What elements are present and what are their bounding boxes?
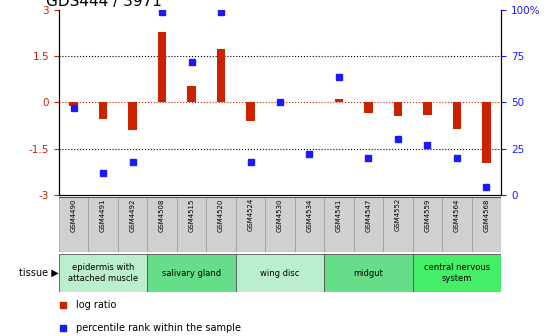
Bar bbox=[482, 102, 491, 163]
Bar bbox=[206, 197, 236, 252]
Text: GSM4515: GSM4515 bbox=[189, 198, 194, 232]
Text: GSM4530: GSM4530 bbox=[277, 198, 283, 232]
Bar bbox=[59, 254, 147, 292]
Bar bbox=[157, 32, 166, 102]
Text: GSM4492: GSM4492 bbox=[129, 198, 136, 232]
Text: GSM4534: GSM4534 bbox=[306, 198, 312, 232]
Bar bbox=[246, 102, 255, 121]
Bar bbox=[413, 254, 501, 292]
Text: GSM4490: GSM4490 bbox=[71, 198, 77, 232]
Bar bbox=[334, 99, 343, 102]
Bar bbox=[69, 102, 78, 106]
Bar bbox=[88, 197, 118, 252]
Text: midgut: midgut bbox=[353, 268, 384, 278]
Bar bbox=[383, 197, 413, 252]
Bar bbox=[442, 197, 472, 252]
Text: tissue ▶: tissue ▶ bbox=[19, 268, 59, 278]
Bar bbox=[128, 102, 137, 130]
Text: GSM4520: GSM4520 bbox=[218, 198, 224, 232]
Bar bbox=[354, 197, 383, 252]
Text: epidermis with
attached muscle: epidermis with attached muscle bbox=[68, 263, 138, 283]
Bar bbox=[452, 102, 461, 129]
Text: GSM4547: GSM4547 bbox=[366, 198, 371, 232]
Text: GSM4524: GSM4524 bbox=[248, 198, 254, 232]
Bar bbox=[413, 197, 442, 252]
Text: GSM4568: GSM4568 bbox=[483, 198, 489, 232]
Text: GSM4564: GSM4564 bbox=[454, 198, 460, 232]
Text: GSM4491: GSM4491 bbox=[100, 198, 106, 232]
Bar bbox=[324, 197, 354, 252]
Bar bbox=[59, 197, 88, 252]
Text: GSM4552: GSM4552 bbox=[395, 198, 401, 232]
Bar bbox=[147, 254, 236, 292]
Bar bbox=[187, 86, 196, 102]
Bar bbox=[295, 197, 324, 252]
Text: percentile rank within the sample: percentile rank within the sample bbox=[77, 323, 241, 333]
Bar bbox=[147, 197, 177, 252]
Text: GSM4508: GSM4508 bbox=[159, 198, 165, 232]
Bar bbox=[236, 254, 324, 292]
Bar bbox=[265, 197, 295, 252]
Bar bbox=[394, 102, 403, 116]
Bar bbox=[364, 102, 373, 113]
Bar bbox=[177, 197, 206, 252]
Text: GDS444 / 3971: GDS444 / 3971 bbox=[45, 0, 161, 9]
Bar bbox=[118, 197, 147, 252]
Text: GSM4541: GSM4541 bbox=[336, 198, 342, 232]
Bar bbox=[99, 102, 108, 119]
Text: central nervous
system: central nervous system bbox=[424, 263, 490, 283]
Bar bbox=[324, 254, 413, 292]
Bar bbox=[217, 49, 226, 102]
Bar bbox=[423, 102, 432, 116]
Text: wing disc: wing disc bbox=[260, 268, 300, 278]
Bar bbox=[236, 197, 265, 252]
Text: salivary gland: salivary gland bbox=[162, 268, 221, 278]
Text: log ratio: log ratio bbox=[77, 299, 117, 309]
Bar bbox=[472, 197, 501, 252]
Text: GSM4559: GSM4559 bbox=[424, 198, 431, 232]
